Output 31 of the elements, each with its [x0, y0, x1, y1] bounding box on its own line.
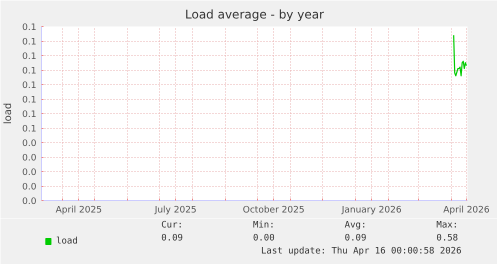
x-tick-label: January 2026: [340, 206, 402, 216]
text: 0.00: [252, 234, 275, 244]
y-tick-label: 0.1: [22, 52, 37, 62]
text: Min:: [252, 220, 275, 230]
x-tick-label: October 2025: [242, 206, 305, 216]
x-tick-label: April 2026: [443, 206, 490, 216]
line-series: [453, 34, 468, 76]
text: Max:: [436, 220, 458, 230]
y-axis-title: load: [3, 102, 14, 124]
y-tick-label: 0.0: [22, 154, 37, 164]
legend-label: load: [56, 236, 78, 246]
text: Cur:: [161, 220, 183, 230]
text: Last update: Thu Apr 16 00:00:58 2026: [261, 246, 462, 256]
y-tick-label: 0.1: [22, 96, 37, 106]
y-tick-label: 0.1: [22, 23, 37, 33]
y-tick-label: 0.1: [22, 81, 37, 91]
y-tick-label: 0.1: [22, 66, 37, 76]
y-tick-label: 0.1: [22, 124, 37, 134]
text: 0.58: [436, 234, 458, 244]
text: Avg:: [344, 220, 366, 230]
text: 0.09: [161, 234, 183, 244]
y-tick-label: 0.1: [22, 38, 37, 48]
text: 0.09: [344, 234, 366, 244]
y-tick-label: 0.0: [22, 139, 37, 149]
y-tick-label: 0.0: [22, 168, 37, 178]
y-tick-label: 0.0: [22, 197, 37, 207]
x-tick-label: April 2025: [56, 206, 102, 216]
x-tick-label: July 2025: [154, 206, 197, 216]
y-tick-label: 0.0: [22, 182, 37, 192]
chart-title: Load average - by year: [185, 8, 324, 22]
y-tick-label: 0.1: [22, 110, 37, 120]
